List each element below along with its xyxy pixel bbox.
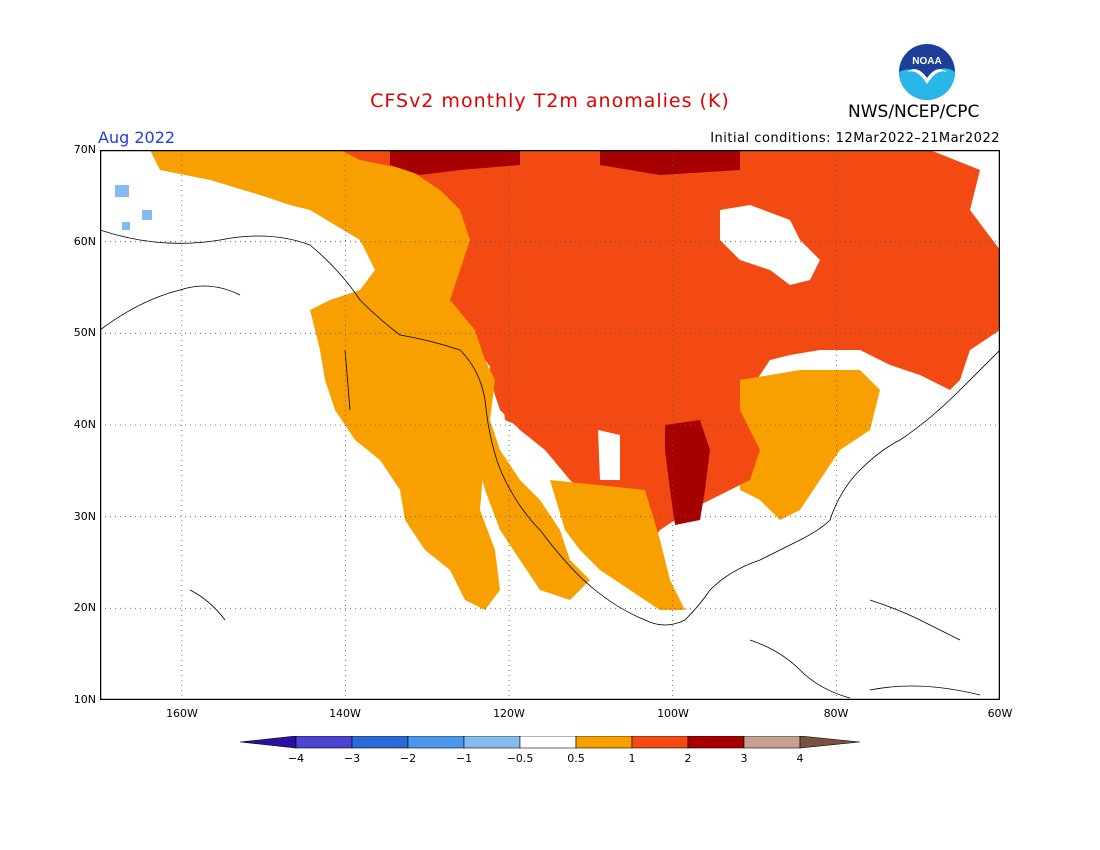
colorbar-label: −3 xyxy=(343,752,361,765)
gridlines xyxy=(100,150,1000,700)
lat-label-30n: 30N xyxy=(73,510,96,523)
chart-title: CFSv2 monthly T2m anomalies (K) xyxy=(370,90,730,112)
map-frame xyxy=(100,150,1000,700)
lon-label-60w: 60W xyxy=(987,707,1013,720)
colorbar-label: −4 xyxy=(287,752,305,765)
anomaly-map xyxy=(100,150,1000,700)
lon-label-120w: 120W xyxy=(493,707,525,720)
agency-label: NWS/NCEP/CPC xyxy=(848,102,980,122)
colorbar xyxy=(240,736,860,749)
colorbar-label: 1 xyxy=(628,752,636,765)
colorbar-label: 3 xyxy=(740,752,748,765)
lon-label-140w: 140W xyxy=(329,707,361,720)
colorbar-label: −1 xyxy=(455,752,473,765)
colorbar-label: −2 xyxy=(399,752,417,765)
lat-label-70n: 70N xyxy=(73,143,96,156)
lat-label-50n: 50N xyxy=(73,326,96,339)
initial-conditions: Initial conditions: 12Mar2022–21Mar2022 xyxy=(710,131,1000,146)
colorbar-label: 4 xyxy=(796,752,804,765)
lon-label-100w: 100W xyxy=(657,707,689,720)
noaa-logo: NOAA xyxy=(897,42,957,106)
lat-label-40n: 40N xyxy=(73,418,96,431)
lat-label-20n: 20N xyxy=(73,601,96,614)
lat-label-10n: 10N xyxy=(73,693,96,706)
colorbar-label: 0.5 xyxy=(567,752,585,765)
lon-label-80w: 80W xyxy=(823,707,849,720)
colorbar-under-arrow xyxy=(240,736,297,749)
logo-text: NOAA xyxy=(912,56,941,67)
colorbar-label: 2 xyxy=(684,752,692,765)
forecast-month: Aug 2022 xyxy=(98,128,176,147)
anomaly-fill-layer xyxy=(115,150,1000,610)
colorbar-label: −0.5 xyxy=(506,752,534,765)
lon-label-160w: 160W xyxy=(166,707,198,720)
colorbar-over-arrow xyxy=(799,736,860,749)
lat-label-60n: 60N xyxy=(73,235,96,248)
